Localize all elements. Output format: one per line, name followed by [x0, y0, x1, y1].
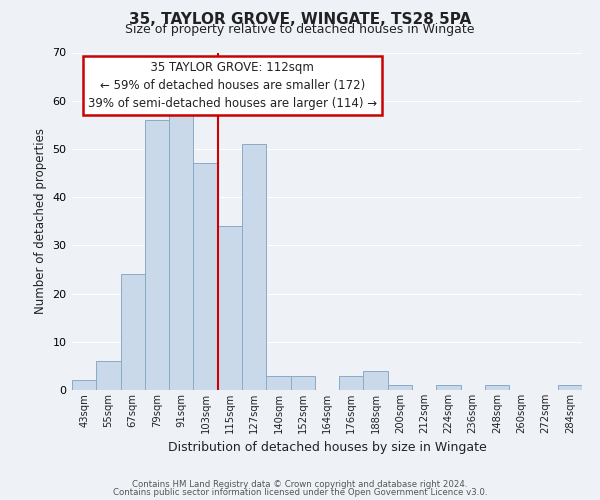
Bar [388, 385, 412, 390]
Bar [266, 376, 290, 390]
Text: Contains HM Land Registry data © Crown copyright and database right 2024.: Contains HM Land Registry data © Crown c… [132, 480, 468, 489]
Bar [96, 361, 121, 390]
Text: Size of property relative to detached houses in Wingate: Size of property relative to detached ho… [125, 22, 475, 36]
Bar [121, 274, 145, 390]
Bar [242, 144, 266, 390]
Text: Contains public sector information licensed under the Open Government Licence v3: Contains public sector information licen… [113, 488, 487, 497]
Bar [364, 370, 388, 390]
Bar [169, 115, 193, 390]
Bar [558, 385, 582, 390]
Bar [339, 376, 364, 390]
Text: 35, TAYLOR GROVE, WINGATE, TS28 5PA: 35, TAYLOR GROVE, WINGATE, TS28 5PA [129, 12, 471, 28]
Y-axis label: Number of detached properties: Number of detached properties [34, 128, 47, 314]
Bar [72, 380, 96, 390]
Bar [290, 376, 315, 390]
Bar [145, 120, 169, 390]
Bar [218, 226, 242, 390]
Bar [193, 164, 218, 390]
Bar [485, 385, 509, 390]
Text: 35 TAYLOR GROVE: 112sqm  
← 59% of detached houses are smaller (172)
39% of semi: 35 TAYLOR GROVE: 112sqm ← 59% of detache… [88, 61, 377, 110]
X-axis label: Distribution of detached houses by size in Wingate: Distribution of detached houses by size … [167, 442, 487, 454]
Bar [436, 385, 461, 390]
